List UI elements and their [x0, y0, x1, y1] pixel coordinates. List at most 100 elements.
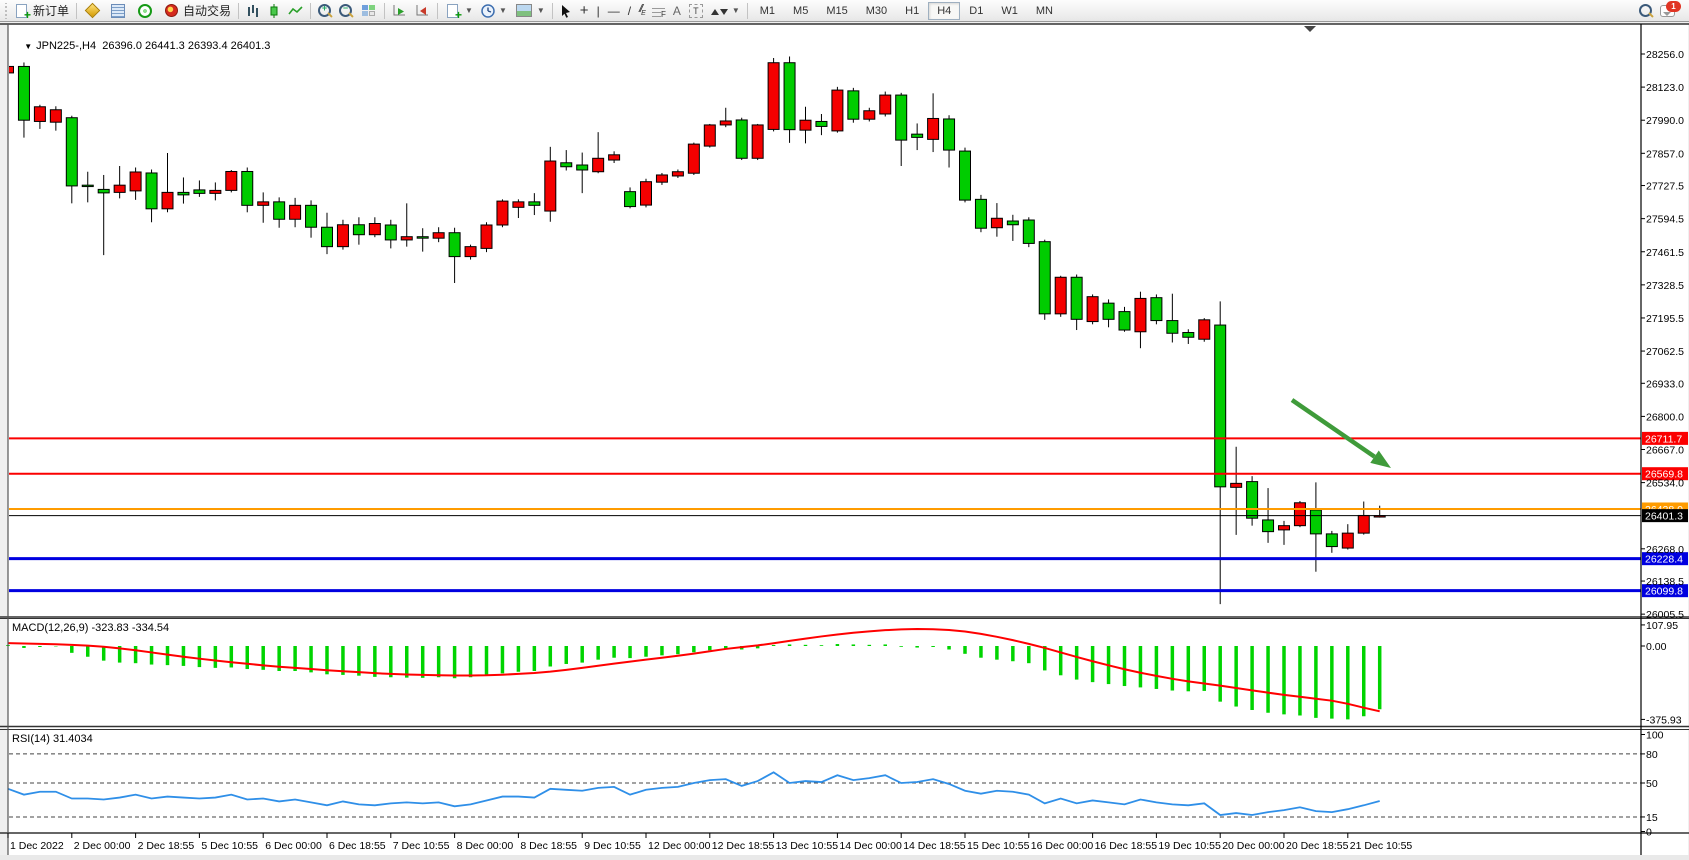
channel-tool-button[interactable]: //E	[635, 1, 648, 21]
time-axis: 1 Dec 2022 2 Dec 00:00 2 Dec 18:55 5 Dec 10…	[7, 833, 1413, 852]
svg-text:8 Dec 18:55: 8 Dec 18:55	[520, 840, 577, 852]
svg-text:5 Dec 10:55: 5 Dec 10:55	[201, 840, 258, 852]
template-icon	[515, 4, 532, 17]
autotrading-button[interactable]: 自动交易	[159, 1, 235, 21]
svg-text:16 Dec 18:55: 16 Dec 18:55	[1095, 840, 1158, 852]
chart-shift-button[interactable]	[411, 1, 434, 21]
macd-layer	[6, 628, 1382, 720]
svg-text:27990.0: 27990.0	[1646, 115, 1684, 127]
cursor-tool-button[interactable]	[556, 1, 576, 21]
zoom-out-button[interactable]: −	[335, 1, 356, 21]
chart-menu-arrow[interactable]: ▼	[24, 42, 33, 51]
svg-text:-375.93: -375.93	[1646, 714, 1682, 726]
svg-text:26268.0: 26268.0	[1646, 544, 1684, 556]
rsi-line	[7, 771, 1380, 816]
search-icon	[1639, 4, 1652, 17]
crosshair-tool-button[interactable]: +	[576, 1, 593, 21]
navigator-button[interactable]	[131, 1, 159, 21]
timeframe-button-MN[interactable]: MN	[1027, 2, 1062, 20]
timeframe-button-M1[interactable]: M1	[751, 2, 784, 20]
market-watch-icon	[84, 2, 101, 19]
text-icon: A	[672, 3, 681, 18]
svg-text:27727.5: 27727.5	[1646, 181, 1684, 193]
toolbar-separator	[76, 2, 78, 19]
toolbar-separator	[384, 2, 386, 19]
tile-windows-button[interactable]	[356, 1, 381, 21]
hline-price-text: 26401.3	[1645, 511, 1683, 523]
svg-text:15: 15	[1646, 812, 1658, 824]
svg-text:26005.5: 26005.5	[1646, 609, 1684, 621]
symbol-period-label: JPN225-,H4	[36, 40, 97, 52]
notification-bubble-icon: 1	[1660, 0, 1681, 17]
new-chart-button[interactable]: + ▼	[441, 1, 477, 22]
timeframe-button-M5[interactable]: M5	[784, 2, 817, 20]
horizontal-line-icon: —	[607, 3, 620, 18]
vertical-line-tool-button[interactable]: |	[593, 1, 604, 21]
hline-price-text: 26228.4	[1645, 554, 1683, 566]
candlestick-chart-button[interactable]	[264, 1, 284, 21]
chart-shift-marker[interactable]	[1304, 26, 1316, 32]
svg-text:20 Dec 00:00: 20 Dec 00:00	[1222, 840, 1285, 852]
toolbar-separator	[310, 2, 312, 19]
candlestick-chart-icon	[270, 3, 278, 18]
timeframe-button-M15[interactable]: M15	[817, 2, 856, 20]
svg-text:8 Dec 00:00: 8 Dec 00:00	[457, 840, 514, 852]
timeframe-button-H4[interactable]: H4	[928, 1, 961, 20]
zoom-in-button[interactable]: +	[314, 1, 335, 21]
text-label-icon: T	[688, 3, 703, 18]
svg-text:26667.0: 26667.0	[1646, 445, 1684, 457]
horizontal-lines-layer[interactable]: 26711.726569.826428.026401.326228.426099…	[9, 431, 1688, 598]
crosshair-icon: +	[579, 2, 589, 19]
templates-button[interactable]: ▼	[511, 1, 549, 21]
tile-windows-icon	[362, 5, 376, 16]
svg-text:9 Dec 10:55: 9 Dec 10:55	[584, 840, 641, 852]
svg-text:107.95: 107.95	[1646, 620, 1678, 632]
auto-scroll-button[interactable]	[388, 1, 411, 21]
timeframe-button-M30[interactable]: M30	[857, 2, 896, 20]
horizontal-line-tool-button[interactable]: —	[604, 1, 624, 21]
new-chart-icon: +	[445, 3, 462, 22]
vertical-line-icon: |	[596, 3, 600, 18]
svg-text:19 Dec 10:55: 19 Dec 10:55	[1158, 840, 1221, 852]
toolbar-separator	[551, 2, 553, 19]
arrows-tool-button[interactable]: ▼	[707, 1, 744, 21]
trend-arrow-annotation[interactable]	[1290, 398, 1391, 468]
svg-text:21 Dec 10:55: 21 Dec 10:55	[1350, 840, 1413, 852]
market-watch-button[interactable]	[80, 1, 105, 21]
search-button[interactable]	[1635, 1, 1656, 21]
new-order-label: 新订单	[33, 4, 70, 18]
svg-text:16 Dec 00:00: 16 Dec 00:00	[1031, 840, 1094, 852]
timeframe-button-D1[interactable]: D1	[960, 2, 992, 20]
hline-price-box	[1642, 509, 1688, 523]
main-toolbar: + 新订单 自动交易 + −	[0, 0, 1689, 22]
hline-price-text: 26569.8	[1645, 469, 1683, 481]
svg-text:26800.0: 26800.0	[1646, 411, 1684, 423]
text-tool-button[interactable]: A	[669, 1, 685, 21]
bar-chart-button[interactable]	[242, 1, 264, 21]
trendline-tool-button[interactable]: /	[624, 1, 635, 21]
toolbar-grip[interactable]	[4, 2, 8, 19]
hline-price-box	[1642, 584, 1688, 598]
chart-canvas[interactable]: 26711.726569.826428.026401.326228.426099…	[0, 22, 1689, 860]
channel-icon: //E	[639, 3, 646, 18]
data-window-button[interactable]	[105, 1, 131, 21]
notifications-button[interactable]: 1	[1656, 0, 1681, 21]
chart-shift-icon	[416, 5, 429, 16]
text-label-tool-button[interactable]: T	[685, 1, 707, 21]
timeframe-button-H1[interactable]: H1	[896, 2, 928, 20]
autotrading-icon	[165, 4, 179, 17]
svg-text:27594.5: 27594.5	[1646, 214, 1684, 226]
new-order-button[interactable]: + 新订单	[10, 1, 73, 22]
clock-icon	[481, 3, 495, 18]
periods-button[interactable]: ▼	[477, 1, 511, 21]
chart-window[interactable]: 26711.726569.826428.026401.326228.426099…	[0, 22, 1689, 860]
timeframe-toolbar: M1 M5 M15 M30 H1 H4 D1 W1 MN	[751, 0, 1062, 22]
line-chart-button[interactable]	[284, 1, 307, 21]
rsi-indicator-label: RSI(14) 31.4034	[12, 733, 93, 745]
svg-text:0: 0	[1646, 827, 1652, 839]
fibonacci-tool-button[interactable]: F	[648, 1, 669, 21]
svg-text:27461.5: 27461.5	[1646, 247, 1684, 259]
trendline-icon: /	[627, 3, 632, 18]
timeframe-button-W1[interactable]: W1	[992, 2, 1027, 20]
autotrading-label: 自动交易	[183, 4, 232, 18]
